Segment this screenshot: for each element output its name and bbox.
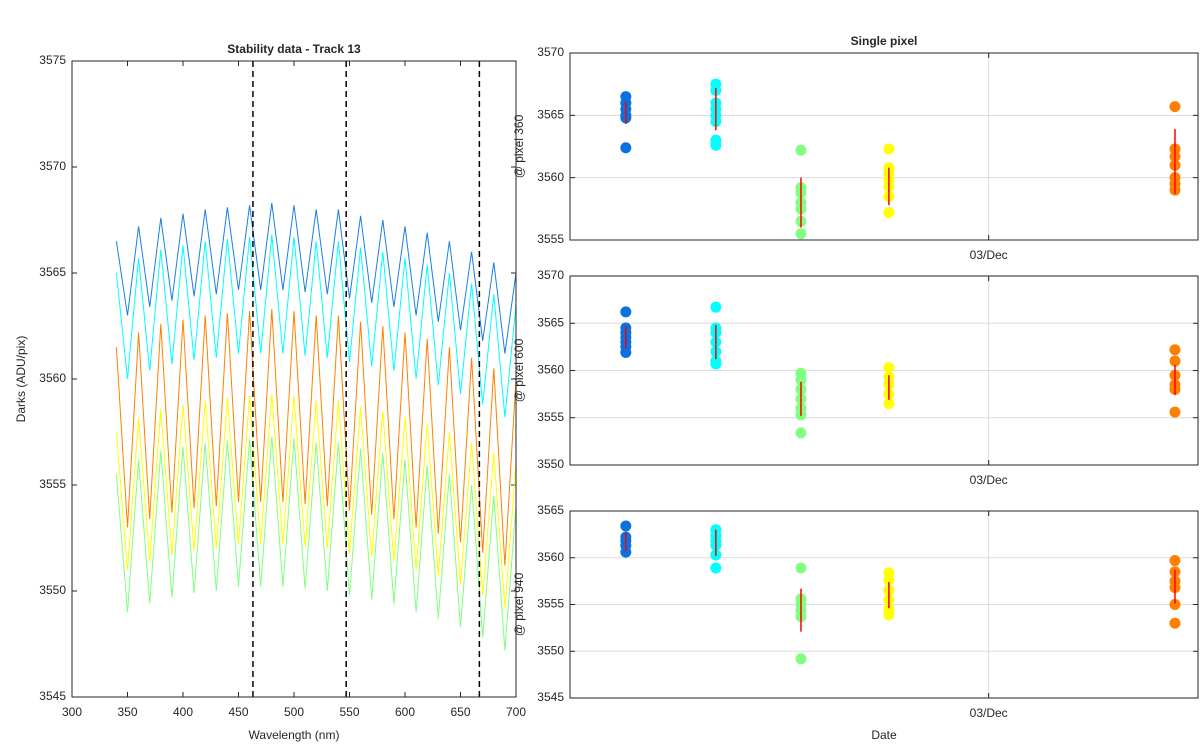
y-axis-label: @ pixel 600 — [512, 338, 526, 402]
data-point — [1169, 555, 1181, 567]
y-tick-label: 3545 — [39, 689, 66, 703]
x-axis-label: Date — [871, 728, 897, 742]
y-tick-label: 3555 — [39, 477, 66, 491]
x-tick-label: 550 — [339, 705, 359, 719]
y-tick-label: 3560 — [537, 170, 564, 184]
data-point — [795, 374, 807, 386]
y-tick-label: 3565 — [39, 265, 66, 279]
y-tick-label: 3550 — [537, 457, 564, 471]
data-point — [883, 398, 895, 410]
y-tick-label: 3560 — [537, 550, 564, 564]
x-tick-label: 650 — [450, 705, 470, 719]
spectrum-line — [115, 234, 517, 418]
y-tick-label: 3545 — [537, 690, 564, 704]
x-tick-label: 700 — [506, 705, 526, 719]
data-point — [710, 358, 722, 370]
spectrum-line — [115, 393, 517, 608]
y-axis-label: Darks (ADU/pix) — [14, 336, 28, 423]
data-point — [1169, 344, 1181, 356]
axes-frame — [71, 60, 517, 698]
data-point — [710, 301, 722, 313]
spectrum-line — [115, 436, 517, 651]
axes-frame — [569, 275, 1199, 466]
x-tick-label: 600 — [395, 705, 415, 719]
chart-title: Stability data - Track 13 — [227, 42, 361, 56]
x-tick-label: 400 — [173, 705, 193, 719]
y-tick-label: 3570 — [39, 159, 66, 173]
y-tick-label: 3565 — [537, 315, 564, 329]
data-point — [710, 562, 722, 574]
data-point — [1169, 617, 1181, 629]
y-tick-label: 3575 — [39, 53, 66, 67]
data-point — [710, 139, 722, 151]
axes-frame — [569, 510, 1199, 699]
data-point — [620, 306, 632, 318]
data-point — [1169, 406, 1181, 418]
data-point — [1169, 355, 1181, 367]
x-tick-label: 03/Dec — [970, 473, 1008, 487]
axes-frame — [569, 52, 1199, 241]
data-point — [620, 142, 632, 154]
plot-area — [72, 61, 516, 697]
y-tick-label: 3565 — [537, 108, 564, 122]
data-point — [795, 562, 807, 574]
data-point — [795, 653, 807, 665]
y-tick-label: 3560 — [537, 363, 564, 377]
data-point — [883, 574, 895, 586]
x-tick-label: 500 — [284, 705, 304, 719]
data-point — [795, 228, 807, 240]
y-tick-label: 3550 — [537, 643, 564, 657]
x-tick-label: 450 — [228, 705, 248, 719]
data-point — [620, 546, 632, 558]
x-tick-label: 350 — [117, 705, 137, 719]
data-point — [883, 609, 895, 621]
y-tick-label: 3550 — [39, 583, 66, 597]
data-point — [1169, 599, 1181, 610]
spectrum-line — [115, 202, 517, 354]
data-point — [620, 520, 632, 532]
y-tick-label: 3555 — [537, 232, 564, 246]
data-point — [883, 362, 895, 374]
x-tick-label: 03/Dec — [970, 706, 1008, 720]
y-tick-label: 3570 — [537, 45, 564, 59]
y-tick-label: 3555 — [537, 410, 564, 424]
y-tick-label: 3570 — [537, 268, 564, 282]
data-point — [883, 207, 895, 219]
data-point — [795, 427, 807, 439]
y-tick-label: 3565 — [537, 503, 564, 517]
x-tick-label: 03/Dec — [970, 248, 1008, 262]
data-point — [883, 143, 895, 155]
data-point — [620, 347, 632, 359]
data-point — [1169, 101, 1181, 113]
x-tick-label: 300 — [62, 705, 82, 719]
data-point — [795, 144, 807, 156]
y-tick-label: 3555 — [537, 597, 564, 611]
y-axis-label: @ pixel 940 — [512, 572, 526, 636]
x-axis-label: Wavelength (nm) — [249, 728, 340, 742]
spectrum-line — [115, 309, 517, 566]
y-axis-label: @ pixel 360 — [512, 114, 526, 178]
chart-title: Single pixel — [851, 34, 918, 48]
y-tick-label: 3560 — [39, 371, 66, 385]
